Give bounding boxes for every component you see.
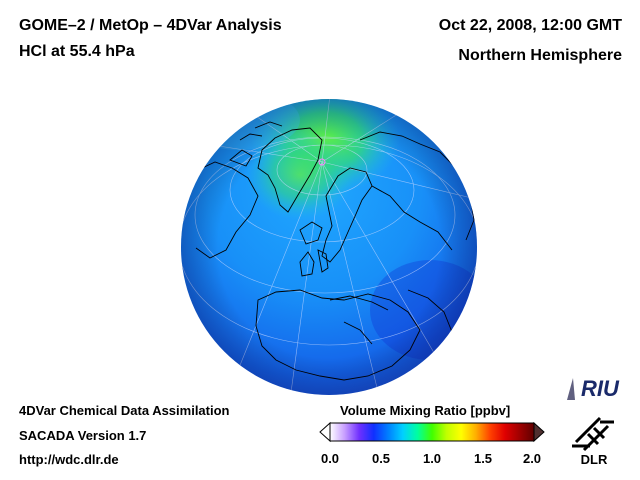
colorbar-tick-0: 0.0 <box>320 451 340 466</box>
colorbar-gradient <box>329 422 535 442</box>
colorbar-max-arrow <box>533 421 545 443</box>
globe-map <box>181 99 477 395</box>
colorbar-tick-2: 1.0 <box>422 451 442 466</box>
colorbar-tick-4: 2.0 <box>522 451 542 466</box>
map-date: Oct 22, 2008, 12:00 GMT <box>438 17 622 34</box>
colorbar <box>319 421 545 443</box>
svg-text:RIU: RIU <box>581 376 620 401</box>
footer-system: 4DVar Chemical Data Assimilation <box>19 403 230 418</box>
riu-logo: RIU <box>567 376 620 401</box>
svg-text:DLR: DLR <box>581 452 608 467</box>
globe-limb-shade <box>181 99 477 395</box>
dlr-logo: DLR <box>572 416 614 467</box>
map-region: Northern Hemisphere <box>458 47 622 64</box>
colorbar-tick-1: 0.5 <box>371 451 391 466</box>
map-title: GOME–2 / MetOp – 4DVar Analysis <box>19 17 282 34</box>
footer-url[interactable]: http://wdc.dlr.de <box>19 452 119 467</box>
colorbar-min-arrow <box>319 421 331 443</box>
riu-logo-tower <box>567 378 575 400</box>
footer-version: SACADA Version 1.7 <box>19 428 147 443</box>
map-subtitle: HCl at 55.4 hPa <box>19 43 135 60</box>
colorbar-tick-3: 1.5 <box>473 451 493 466</box>
colorbar-title: Volume Mixing Ratio [ppbv] <box>340 403 511 418</box>
